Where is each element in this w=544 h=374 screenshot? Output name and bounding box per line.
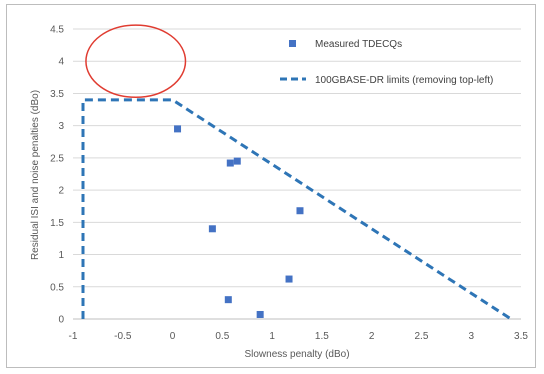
plot-area	[81, 98, 512, 321]
x-tick-label: 3.5	[514, 331, 528, 342]
y-tick-label: 0.5	[50, 282, 64, 293]
x-tick-label: 2.5	[414, 331, 428, 342]
y-tick-label: 2.5	[50, 153, 64, 164]
highlight-ellipse	[85, 24, 187, 99]
data-point-measured-tdecq	[174, 125, 182, 133]
x-tick-labels: -1 -0.5 0 0.5 1 1.5 2 2.5 3 3.5	[69, 331, 529, 342]
y-tick-label: 2	[58, 186, 64, 197]
data-point-measured-tdecq	[226, 159, 234, 167]
data-point-measured-tdecq	[285, 275, 293, 283]
y-axis-title: Residual ISI and noise penalties (dBo)	[30, 90, 41, 260]
data-point-measured-tdecq	[233, 157, 241, 165]
y-tick-labels: 0 0.5 1 1.5 2 2.5 3 3.5 4 4.5	[50, 25, 64, 326]
x-tick-label: 0.5	[215, 331, 229, 342]
x-tick-label: 3	[468, 331, 474, 342]
y-tick-label: 3	[58, 121, 64, 132]
x-tick-label: -0.5	[114, 331, 132, 342]
y-tick-label: 0	[58, 315, 64, 326]
data-point-measured-tdecq	[224, 296, 232, 304]
y-tick-label: 3.5	[50, 89, 64, 100]
legend-marker-measured-tdecqs	[289, 40, 296, 47]
grid-lines	[73, 28, 521, 320]
y-tick-label: 4.5	[50, 25, 64, 36]
annotations	[85, 24, 187, 99]
limit-line	[81, 98, 512, 321]
y-tick-label: 4	[58, 57, 64, 68]
chart-frame	[6, 4, 536, 368]
x-axis-title: Slowness penalty (dBo)	[244, 349, 349, 360]
x-tick-label: -1	[69, 331, 78, 342]
legend-label-dr-limits: 100GBASE-DR limits (removing top-left)	[315, 75, 493, 86]
data-point-measured-tdecq	[208, 225, 216, 233]
x-tick-label: 1	[269, 331, 275, 342]
y-tick-label: 1.5	[50, 218, 64, 229]
y-tick-label: 1	[58, 250, 64, 261]
x-tick-label: 2	[369, 331, 375, 342]
data-point-measured-tdecq	[256, 310, 264, 318]
legend-label-measured-tdecqs: Measured TDECQs	[315, 39, 402, 50]
data-point-measured-tdecq	[296, 207, 304, 215]
x-tick-label: 1.5	[315, 331, 329, 342]
legend: Measured TDECQs 100GBASE-DR limits (remo…	[280, 39, 493, 86]
x-tick-label: 0	[170, 331, 176, 342]
